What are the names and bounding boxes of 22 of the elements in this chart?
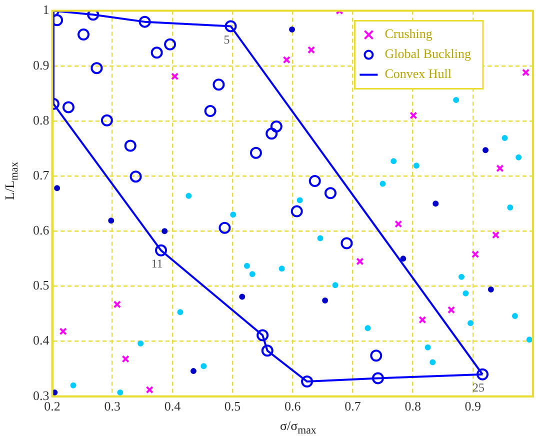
y-tick-label: 1 bbox=[42, 2, 50, 18]
y-tick-label: 0.4 bbox=[33, 332, 50, 348]
x-axis-title: σ/σ$_{max}$ bbox=[280, 418, 316, 437]
legend-label: Global Buckling bbox=[384, 46, 472, 62]
y-tick-label: 0.6 bbox=[33, 222, 50, 238]
y-tick-label: 0.8 bbox=[33, 112, 50, 128]
x-tick-label: 0.4 bbox=[164, 398, 182, 414]
x-tick-label: 0.9 bbox=[464, 398, 482, 414]
y-tick-label: 0.5 bbox=[33, 278, 50, 293]
x-tick-label: 0.8 bbox=[404, 398, 421, 414]
annotation: 11 bbox=[151, 256, 163, 271]
x-tick-label: 0.5 bbox=[224, 398, 241, 414]
y-tick-label: 0.7 bbox=[33, 167, 50, 182]
legend-label: Crushing bbox=[384, 26, 433, 42]
x-tick-label: 0.3 bbox=[104, 398, 120, 414]
annotation: 25 bbox=[472, 380, 485, 395]
x-tick-label: 0.6 bbox=[284, 398, 302, 414]
legend-label: Convex Hull bbox=[384, 66, 452, 82]
x-tick-label: 0.7 bbox=[344, 398, 362, 414]
y-tick-label: 0.3 bbox=[33, 388, 50, 403]
annotation: 5 bbox=[224, 32, 230, 46]
y-tick-label: 0.9 bbox=[33, 57, 50, 72]
